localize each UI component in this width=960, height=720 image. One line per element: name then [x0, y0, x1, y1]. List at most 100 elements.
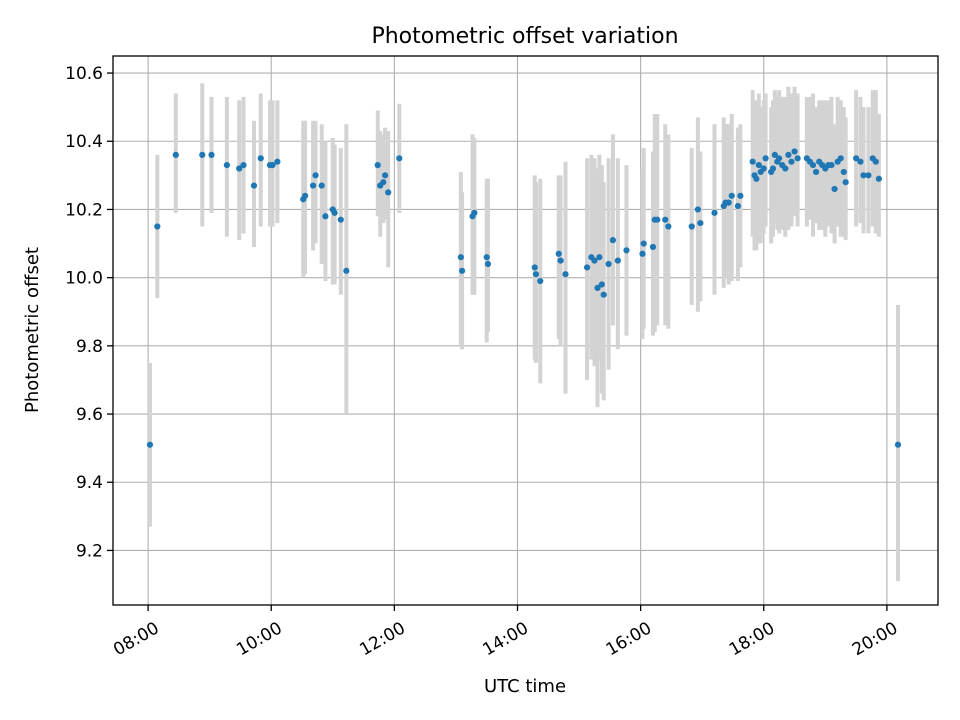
x-tick-label: 10:00 [233, 618, 285, 660]
data-point [583, 264, 591, 271]
data-point [762, 155, 769, 162]
data-point [322, 213, 329, 220]
x-tick-label: 20:00 [849, 618, 901, 660]
point-layer [146, 148, 902, 448]
data-point [318, 182, 325, 189]
data-point [794, 155, 801, 162]
data-point [531, 264, 538, 271]
data-point [596, 254, 603, 261]
data-point [769, 165, 777, 172]
data-point [782, 165, 789, 172]
data-point [223, 162, 230, 169]
data-point [753, 175, 760, 182]
data-point [725, 199, 732, 206]
data-point [396, 155, 403, 162]
data-point [649, 243, 657, 251]
data-point [776, 155, 783, 162]
x-tick-label: 12:00 [356, 618, 408, 660]
data-point [697, 219, 704, 227]
data-point [208, 151, 215, 158]
data-point [688, 223, 695, 230]
y-tick-label: 10.2 [65, 200, 103, 220]
data-point [749, 158, 756, 165]
data-point [146, 441, 154, 448]
y-tick-label: 10.6 [65, 64, 103, 84]
data-point [760, 165, 767, 172]
data-point [154, 223, 161, 230]
data-point [788, 158, 795, 165]
data-point [662, 216, 669, 223]
x-tick-label: 18:00 [726, 618, 778, 660]
data-point [274, 158, 281, 165]
data-point [337, 216, 344, 223]
data-point [860, 172, 867, 179]
data-point [236, 165, 243, 172]
y-tick-label: 10.4 [65, 132, 103, 152]
data-point [828, 162, 835, 169]
data-point [853, 155, 860, 162]
data-point [842, 179, 849, 186]
data-point [309, 182, 317, 189]
y-axis-label: Photometric offset [22, 247, 43, 413]
data-point [665, 223, 672, 230]
data-point [875, 175, 882, 182]
x-tick-label: 08:00 [110, 618, 162, 660]
data-point [872, 158, 879, 165]
data-point [755, 162, 762, 169]
data-point [457, 254, 464, 261]
y-tick-label: 10.0 [65, 269, 103, 289]
data-point [240, 162, 247, 169]
data-point [199, 151, 206, 158]
data-point [380, 179, 387, 186]
data-point [172, 151, 179, 158]
data-point [484, 260, 492, 268]
data-point [343, 267, 350, 274]
data-point [382, 172, 389, 179]
data-point [562, 271, 569, 278]
data-point [609, 237, 617, 244]
data-point [605, 260, 612, 268]
x-tick-label: 16:00 [603, 618, 655, 660]
data-point [269, 162, 276, 169]
data-point [728, 192, 735, 199]
data-point [809, 162, 817, 169]
y-tick-label: 9.4 [76, 473, 103, 493]
data-point [483, 254, 490, 261]
data-point [471, 209, 478, 216]
data-point [623, 247, 630, 254]
data-point [331, 209, 338, 216]
data-point [557, 257, 564, 264]
data-point [257, 155, 264, 162]
data-point [640, 240, 647, 247]
data-point [312, 172, 319, 179]
y-tick-label: 9.2 [76, 541, 103, 561]
data-point [385, 189, 392, 196]
data-point [785, 151, 792, 158]
data-point [812, 168, 820, 176]
data-point [594, 284, 601, 291]
data-point [894, 441, 902, 448]
data-point [537, 277, 544, 285]
plot-frame [112, 55, 939, 606]
data-point [654, 216, 661, 223]
data-point [837, 155, 844, 162]
data-point [791, 148, 798, 155]
chart-title: Photometric offset variation [371, 24, 678, 49]
data-point [857, 158, 864, 165]
data-point [639, 250, 646, 257]
data-point [737, 192, 744, 199]
data-point [555, 250, 562, 257]
x-axis-label: UTC time [484, 676, 566, 697]
data-point [532, 271, 540, 278]
data-point [831, 185, 838, 193]
data-point [840, 168, 847, 176]
data-point [771, 151, 778, 158]
data-point [591, 257, 598, 264]
data-point [694, 206, 701, 213]
data-point [711, 209, 718, 216]
data-point [614, 257, 621, 264]
data-point [250, 182, 258, 189]
data-point [458, 267, 466, 274]
x-tick-label: 14:00 [480, 618, 532, 660]
